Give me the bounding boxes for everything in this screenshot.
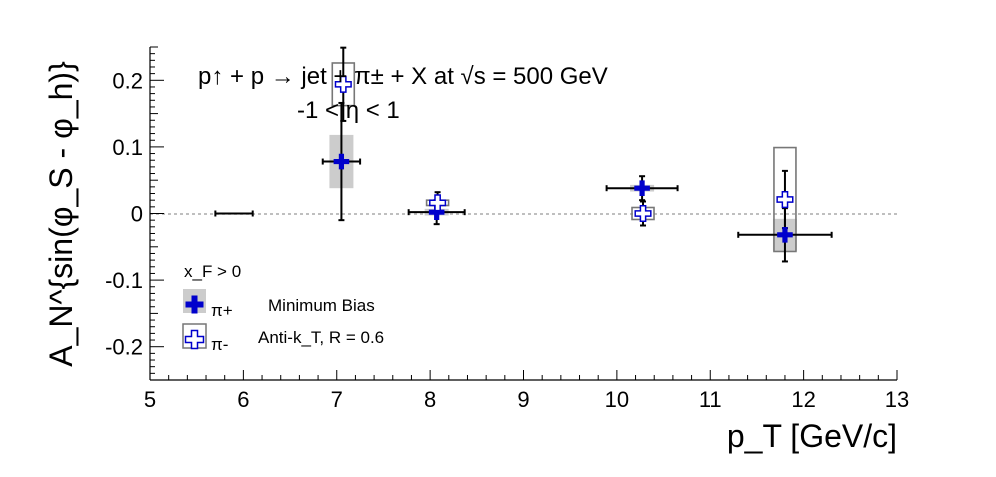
x-tick-label: 12 [791,387,815,412]
pi-minus-data-point [634,204,652,223]
x-tick-label: 5 [144,387,156,412]
pi-plus-data-point [428,204,445,220]
x-tick-label: 8 [424,387,436,412]
y-tick-label: 0.2 [112,68,143,93]
legend-entry-pi-minus-label: π- [211,335,228,354]
chart-subtitle: -1 < η < 1 [297,97,400,124]
pi-minus-data-point [334,75,352,93]
y-tick-label: -0.2 [105,335,143,360]
y-tick-label: -0.1 [105,268,143,293]
tick-labels: 5 6 7 8 9 10 11 12 13 -0.2 -0.1 0 0.1 0.2 [105,68,909,412]
legend-entry-pi-plus-note: Minimum Bias [268,296,375,315]
chart-title: p↑ + p → jet + π± + X at √s = 500 GeV [198,63,608,90]
pi-plus-data-point [777,227,793,243]
legend-entry-pi-minus-note: Anti-k_T, R = 0.6 [258,328,384,347]
data-markers [333,75,794,243]
legend-pi-minus-marker [184,329,205,350]
x-tick-label: 9 [517,387,529,412]
y-axis-label: A_N^{sin(φ_S - φ_h)} [43,61,79,367]
legend-header: x_F > 0 [184,262,241,281]
legend-entry-pi-plus-label: π+ [211,301,233,320]
pi-minus-data-point [776,190,794,209]
x-tick-label: 11 [699,387,722,412]
x-tick-label: 6 [237,387,249,412]
pi-plus-data-point [634,180,650,196]
x-tick-label: 10 [605,387,629,412]
pi-minus-data-point [429,194,447,212]
axis-ticks [149,46,898,381]
x-axis-label: p_T [GeV/c] [727,418,897,454]
legend: x_F > 0 π+ Minimum Bias π- Anti-k_T, R =… [182,262,384,354]
x-tick-label: 13 [885,387,909,412]
legend-pi-plus-marker [185,295,204,314]
y-tick-label: 0 [131,202,143,227]
y-tick-label: 0.1 [112,135,143,160]
pi-plus-data-point [333,153,350,170]
x-tick-label: 7 [331,387,343,412]
